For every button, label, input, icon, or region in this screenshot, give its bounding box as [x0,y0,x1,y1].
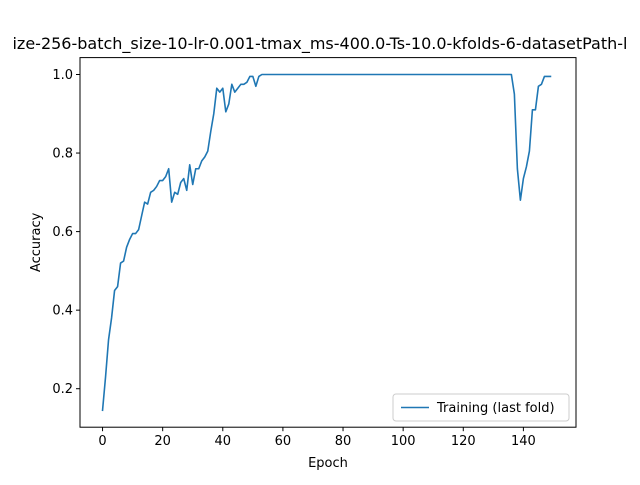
x-tick-label: 100 [391,434,416,449]
x-tick-label: 20 [154,434,171,449]
x-tick-label: 0 [98,434,106,449]
y-tick-label: 1.0 [52,68,73,83]
y-tick-label: 0.2 [52,382,73,397]
x-tick-label: 140 [511,434,536,449]
plot-area [101,73,552,412]
y-axis: 0.2 0.4 0.6 0.8 1.0 [52,68,80,397]
series-line-training [101,73,552,412]
x-tick-label: 40 [215,434,232,449]
plot-frame [79,57,577,428]
chart-title: ize-256-batch_size-10-lr-0.001-tmax_ms-4… [12,34,627,54]
x-axis-label: Epoch [308,456,348,471]
x-tick-label: 120 [451,434,476,449]
x-axis: 0 20 40 60 80 100 120 140 [98,427,536,449]
x-tick-label: 80 [335,434,352,449]
y-tick-label: 0.4 [52,304,73,319]
x-tick-label: 60 [275,434,292,449]
y-tick-label: 0.6 [52,225,73,240]
y-tick-label: 0.8 [52,147,73,162]
legend: Training (last fold) [392,393,570,422]
y-axis-label: Accuracy [29,212,44,272]
legend-box [392,393,570,422]
legend-label-training: Training (last fold) [436,401,555,416]
